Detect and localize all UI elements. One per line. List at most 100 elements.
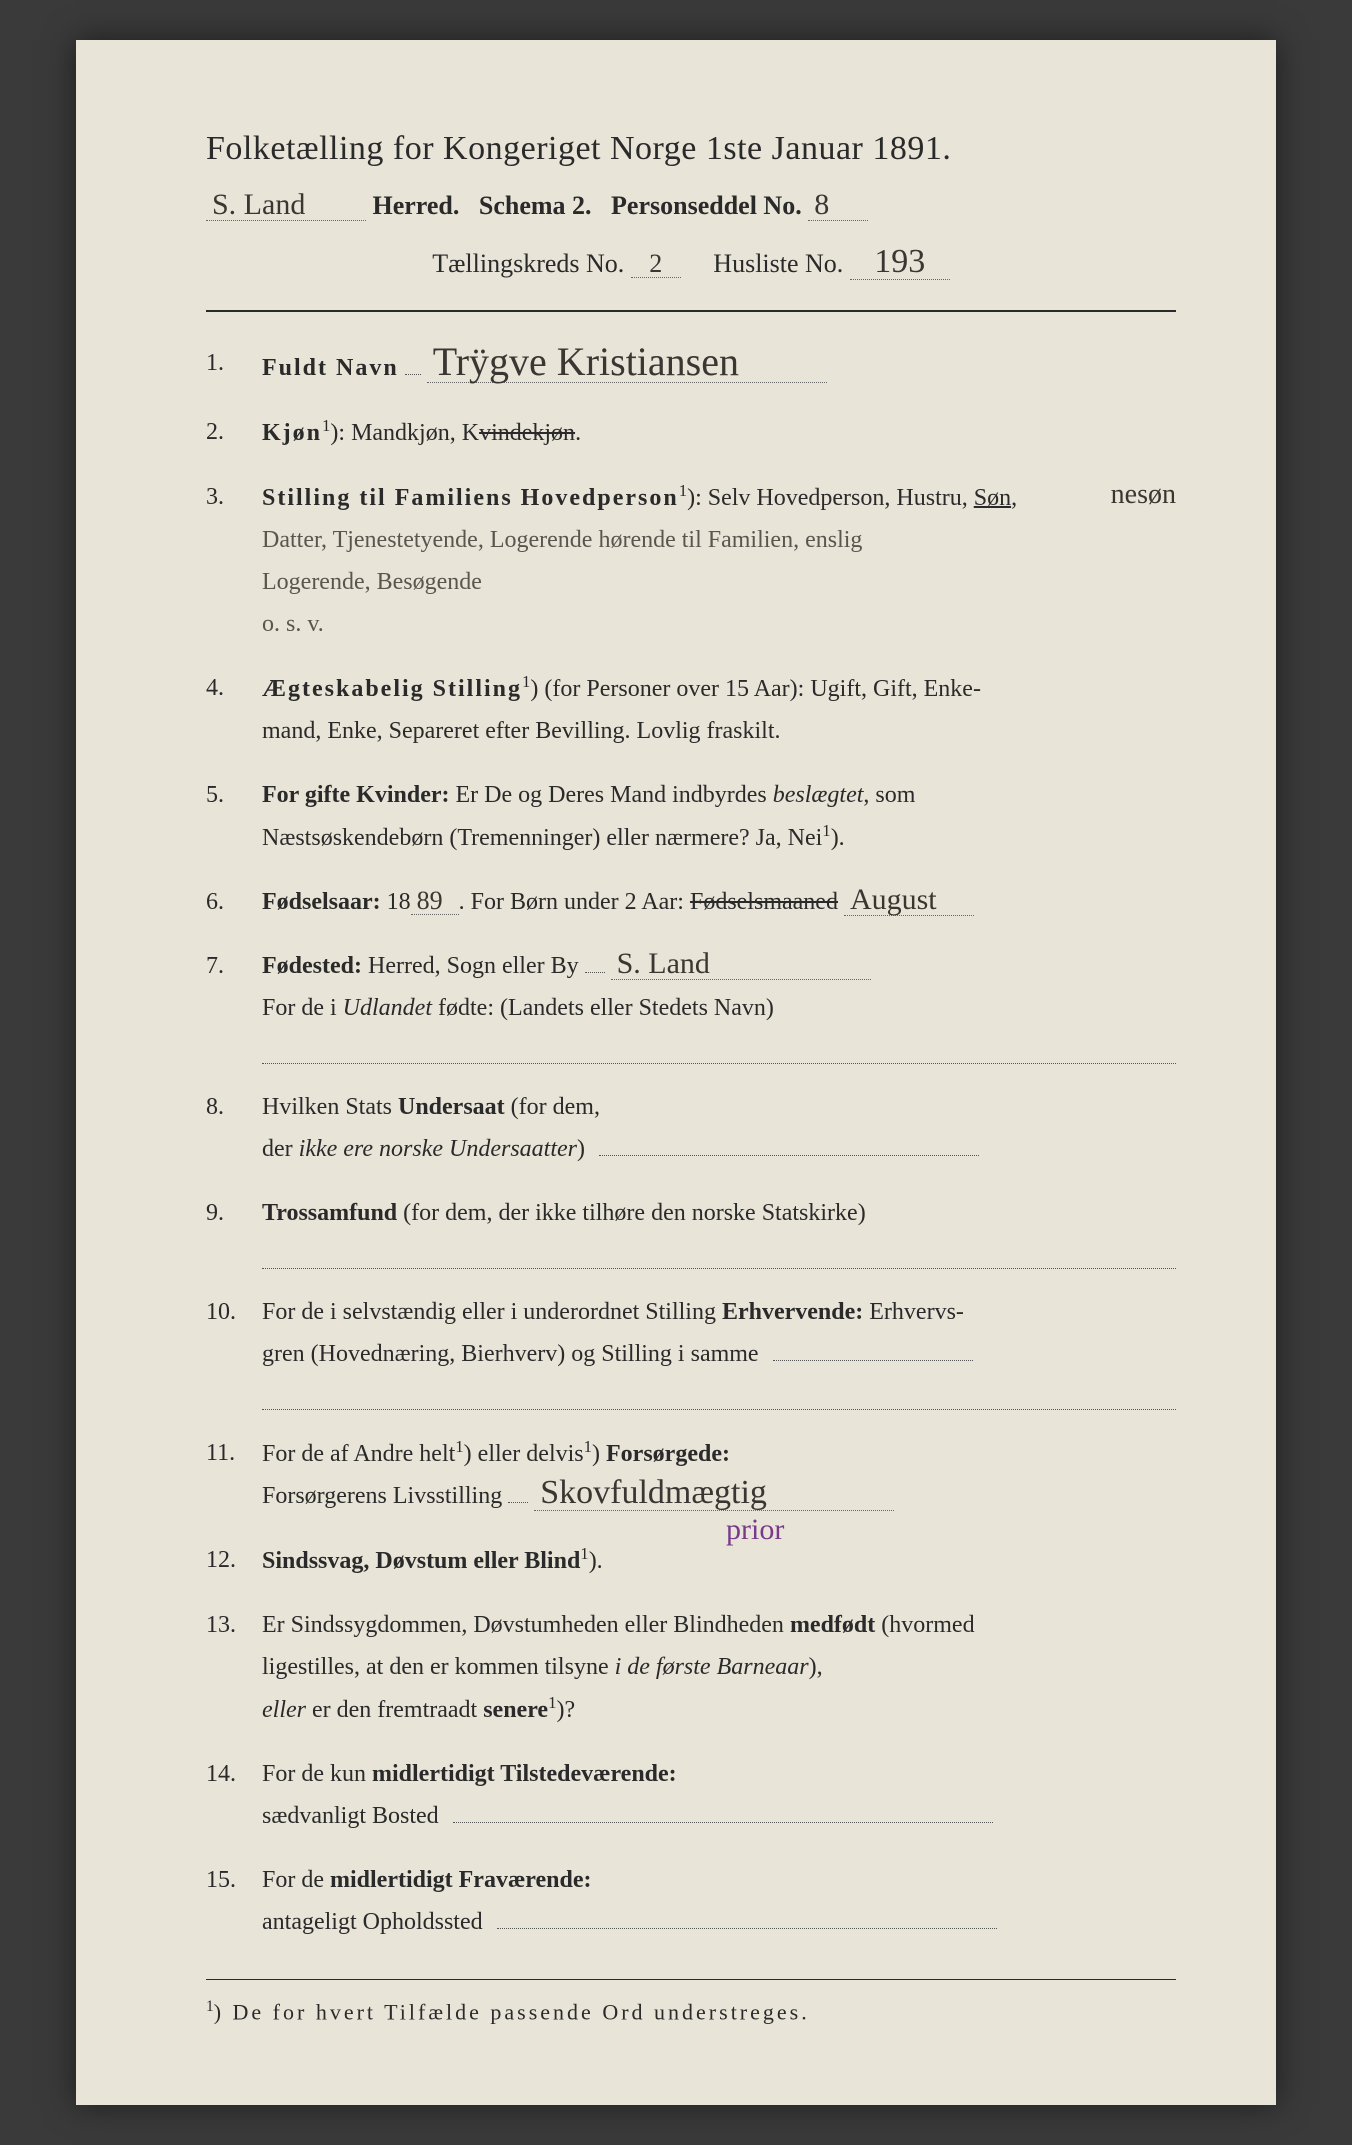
- purple-annotation: prior: [726, 1504, 784, 1557]
- footnote-text: ) De for hvert Tilfælde passende Ord und…: [214, 1999, 810, 2024]
- bp-l2i: Udlandet: [343, 995, 432, 1021]
- header-line-3: Tællingskreds No. 2 Husliste No. 193: [206, 242, 1176, 286]
- d13-l2b: ),: [809, 1654, 823, 1680]
- item-13: 13. Er Sindssygdommen, Døvstumheden elle…: [206, 1604, 1176, 1731]
- sex-label: Kjøn: [262, 420, 322, 446]
- divider: [206, 310, 1176, 312]
- d13-i1: i de første Barneaar: [615, 1654, 809, 1680]
- census-form-paper: Folketælling for Kongeriget Norge 1ste J…: [76, 40, 1276, 2105]
- subj-tail: ): [577, 1136, 585, 1162]
- item-7: 7. Fødested: Herred, Sogn eller By S. La…: [206, 945, 1176, 1064]
- marital-l1: ) (for Personer over 15 Aar): Ugift, Gif…: [530, 676, 981, 702]
- personseddel-no: 8: [808, 190, 868, 221]
- item-14: 14. For de kun midlertidigt Tilstedevære…: [206, 1753, 1176, 1837]
- temp-abs-b1: midlertidigt Fraværende:: [330, 1867, 592, 1893]
- temp-abs-l2: antageligt Opholdssted: [262, 1909, 483, 1935]
- d13-l1b: (hvormed: [875, 1612, 974, 1638]
- name-label: Fuldt Navn: [262, 355, 399, 381]
- mw-l2: Næstsøskendebørn (Tremenninger) eller næ…: [262, 825, 822, 851]
- birthyear-value: 89: [411, 888, 459, 915]
- prov-l1a: For de af Andre helt: [262, 1441, 455, 1467]
- item-num: 4.: [206, 667, 262, 752]
- blank-line: [262, 1381, 1176, 1410]
- bp-l1: Herred, Sogn eller By: [362, 953, 579, 979]
- occ-l1b: Erhvervs-: [863, 1299, 964, 1325]
- husliste-no: 193: [850, 245, 950, 280]
- d13-l3a: eller: [262, 1697, 306, 1723]
- religion-l1: (for dem, der ikke tilhøre den norske St…: [397, 1200, 866, 1226]
- marital-label: Ægteskabelig Stilling: [262, 676, 522, 702]
- prov-l1c: ): [592, 1441, 606, 1467]
- sup: 1: [822, 821, 830, 840]
- item-num: 9.: [206, 1192, 262, 1269]
- item-15: 15. For de midlertidigt Fraværende: anta…: [206, 1859, 1176, 1943]
- item-num: 10.: [206, 1291, 262, 1410]
- provider-occupation: Skovfuldmægtig: [534, 1476, 894, 1511]
- item-num: 13.: [206, 1604, 262, 1731]
- sup: 1: [679, 481, 687, 500]
- mw-tail: ).: [831, 825, 845, 851]
- schema-label: Schema 2.: [479, 191, 592, 220]
- d13-b2: senere: [483, 1697, 548, 1723]
- item-num: 15.: [206, 1859, 262, 1943]
- item-num: 8.: [206, 1086, 262, 1170]
- prov-l2: Forsørgerens Livsstilling: [262, 1483, 502, 1509]
- mw-i1: beslægtet: [773, 782, 864, 808]
- item-12: 12. Sindssvag, Døvstum eller Blind1).: [206, 1539, 1176, 1582]
- footnote: 1) De for hvert Tilfælde passende Ord un…: [206, 1998, 1176, 2025]
- item-num: 1.: [206, 342, 262, 389]
- d13-l3b: er den fremtraadt: [306, 1697, 483, 1723]
- d13-l1a: Er Sindssygdommen, Døvstumheden eller Bl…: [262, 1612, 790, 1638]
- kreds-label: Tællingskreds No.: [432, 249, 624, 278]
- item-num: 6.: [206, 881, 262, 923]
- item-num: 12.: [206, 1539, 262, 1582]
- tail: .: [575, 420, 581, 446]
- subj-b1: Undersaat: [398, 1094, 505, 1120]
- by-prefix: 18: [381, 889, 411, 915]
- birthyear-label: Fødselsaar:: [262, 889, 381, 915]
- main-title: Folketælling for Kongeriget Norge 1ste J…: [206, 130, 1176, 168]
- temp-pres-l1a: For de kun: [262, 1761, 372, 1787]
- disability-tail: ).: [589, 1548, 603, 1574]
- item-4: 4. Ægteskabelig Stilling1) (for Personer…: [206, 667, 1176, 752]
- by-mid: . For Børn under 2 Aar:: [459, 889, 690, 915]
- item-2: 2. Kjøn1): Mandkjøn, Kvindekjøn.: [206, 411, 1176, 454]
- form-items: 1. Fuldt Navn Trÿgve Kristiansen 2. Kjøn…: [206, 342, 1176, 1942]
- birthplace-value: S. Land: [611, 949, 871, 980]
- temp-abs-l1a: For de: [262, 1867, 330, 1893]
- bp-l2b: fødte: (Landets eller Stedets Navn): [432, 995, 774, 1021]
- mw-l1: Er De og Deres Mand indbyrdes: [450, 782, 773, 808]
- d13-b1: medfødt: [790, 1612, 875, 1638]
- occ-b1: Erhvervende:: [722, 1299, 863, 1325]
- subj-l1a: Hvilken Stats: [262, 1094, 398, 1120]
- birthplace-label: Fødested:: [262, 953, 362, 979]
- disability-label: Sindssvag, Døvstum eller Blind: [262, 1548, 580, 1574]
- item-num: 7.: [206, 945, 262, 1064]
- item-6: 6. Fødselsaar: 1889. For Børn under 2 Aa…: [206, 881, 1176, 923]
- item-num: 5.: [206, 774, 262, 859]
- footnote-divider: [206, 1979, 1176, 1980]
- item-8: 8. Hvilken Stats Undersaat (for dem, der…: [206, 1086, 1176, 1170]
- header-line-2: S. Land Herred. Schema 2. Personseddel N…: [206, 184, 1176, 228]
- herred-value: S. Land: [206, 190, 366, 221]
- item-5: 5. For gifte Kvinder: Er De og Deres Man…: [206, 774, 1176, 859]
- name-value: Trÿgve Kristiansen: [427, 342, 827, 383]
- subj-i1: ikke ere norske Undersaatter: [299, 1136, 577, 1162]
- blank-line: [262, 1035, 1176, 1064]
- item-3: 3. Stilling til Familiens Hovedperson1):…: [206, 476, 1176, 645]
- item-num: 14.: [206, 1753, 262, 1837]
- temp-pres-b1: midlertidigt Tilstedeværende:: [372, 1761, 677, 1787]
- son-underlined: Søn: [974, 485, 1011, 511]
- handwritten-annotation: nesøn: [1111, 470, 1176, 519]
- kreds-no: 2: [631, 251, 681, 278]
- sex-struck: vindekjøn: [479, 420, 575, 446]
- d13-l2a: ligestilles, at den er kommen tilsyne: [262, 1654, 615, 1680]
- item-num: 2.: [206, 411, 262, 454]
- relation-l4: o. s. v.: [262, 611, 324, 637]
- blank-line: [262, 1240, 1176, 1269]
- d13-tail: )?: [556, 1697, 575, 1723]
- prov-b1: Forsørgede:: [606, 1441, 730, 1467]
- item-1: 1. Fuldt Navn Trÿgve Kristiansen: [206, 342, 1176, 389]
- subj-l2a: der: [262, 1136, 299, 1162]
- by-struck: Fødselsmaaned: [690, 889, 838, 915]
